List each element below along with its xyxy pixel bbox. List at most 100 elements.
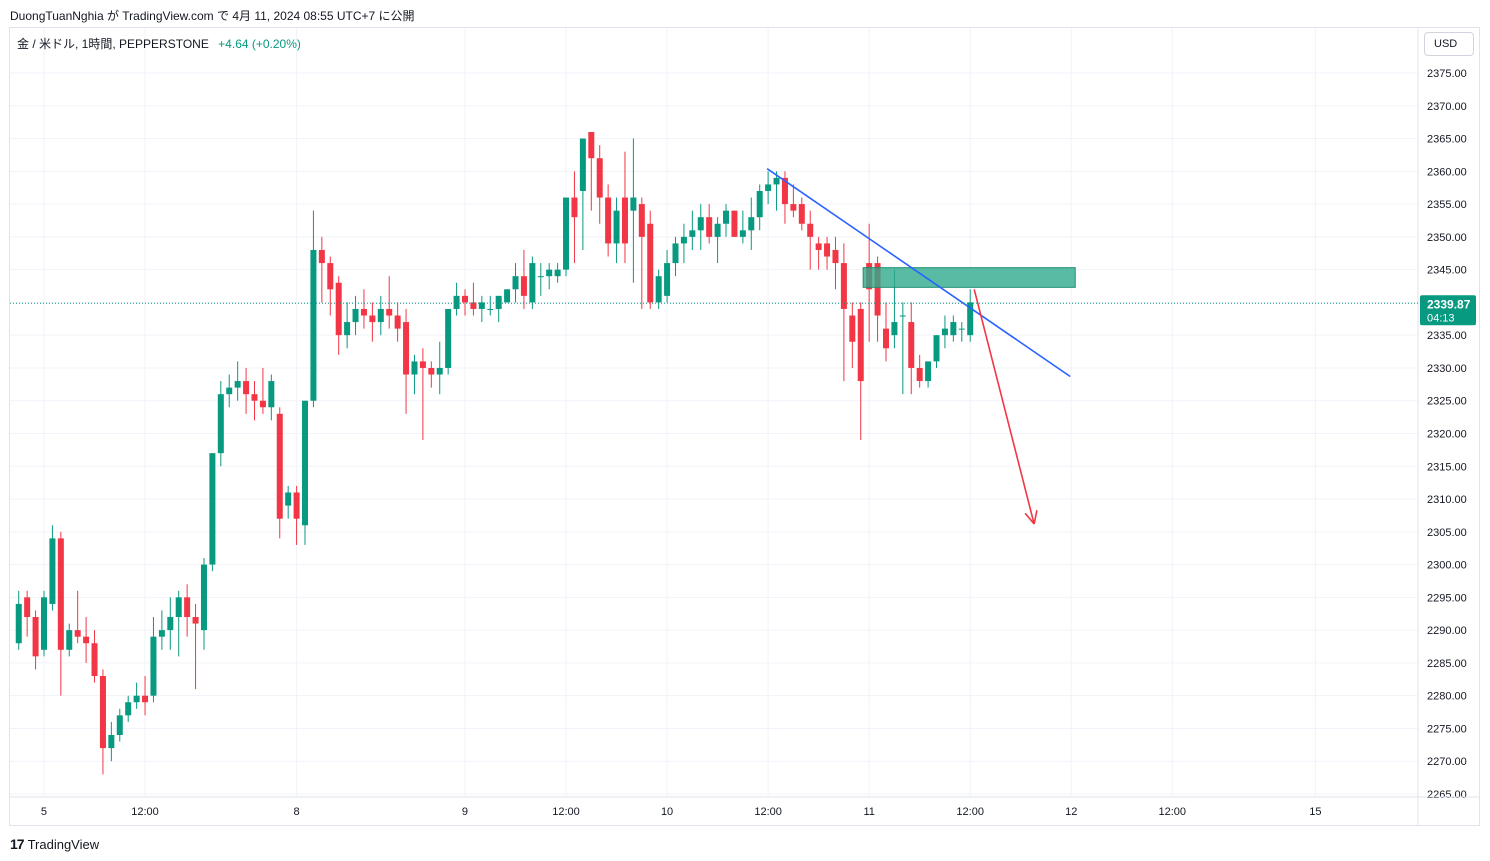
candle-body (470, 302, 477, 309)
candle-body (731, 210, 738, 237)
change-value: +4.64 (+0.20%) (218, 37, 301, 51)
candle-body (739, 230, 746, 237)
candle-body (504, 289, 511, 303)
candle-body (377, 308, 384, 323)
price-axis[interactable]: 2375.00 2370.00 2365.00 2360.00 2355.00 2350.… (1417, 28, 1467, 826)
candle-body (445, 308, 452, 368)
x-tick-label: 12:00 (552, 806, 580, 818)
candle-body (756, 190, 763, 218)
candle-body (723, 210, 730, 224)
candle-body (234, 381, 241, 388)
candle-body (916, 367, 923, 382)
candle-body (352, 308, 359, 323)
candle-body (66, 630, 73, 650)
candle-body (579, 138, 586, 191)
y-tick-label: 2290.00 (1427, 625, 1467, 637)
candle-body (596, 158, 603, 198)
candle-body (217, 394, 224, 454)
candle-body (167, 617, 174, 631)
y-tick-label: 2345.00 (1427, 265, 1467, 277)
candle-body (520, 276, 527, 296)
chart-frame (9, 27, 1480, 826)
candles (15, 131, 974, 775)
candle-body (849, 315, 856, 342)
y-tick-label: 2335.00 (1427, 330, 1467, 342)
candle-body (478, 302, 485, 309)
candle-body (209, 453, 216, 565)
bar-countdown: 04:13 (1427, 312, 1455, 324)
candle-body (882, 328, 889, 349)
y-tick-label: 2300.00 (1427, 560, 1467, 572)
candle-body (428, 367, 435, 375)
candle-body (293, 492, 300, 519)
candle-body (83, 636, 90, 644)
candle-body (621, 197, 628, 244)
down-arrow-head (1024, 512, 1035, 525)
candle-body (832, 249, 839, 264)
y-tick-label: 2280.00 (1427, 691, 1467, 703)
time-axis[interactable]: 5 12:00 8 9 12:00 10 12:00 11 12:00 12 12:00 15 (10, 796, 1480, 818)
symbol-label[interactable]: 金 / 米ドル, 1時間, PEPPERSTONE (17, 37, 209, 51)
candle-body (495, 295, 502, 309)
grid-lines (10, 28, 1418, 796)
candle-body (276, 413, 283, 519)
candle-body (74, 630, 81, 637)
y-tick-label: 2365.00 (1427, 134, 1467, 146)
candle-body (748, 217, 755, 231)
publisher-line: DuongTuanNghia が TradingView.com で 4月 11… (10, 9, 415, 23)
candle-body (49, 538, 56, 604)
candle-body (891, 322, 898, 336)
y-tick-label: 2275.00 (1427, 723, 1467, 735)
candle-body (781, 177, 788, 205)
candle-body (655, 276, 662, 303)
candle-body (950, 322, 957, 336)
candle-body (630, 197, 637, 211)
candle-body (15, 603, 22, 644)
x-tick-label: 8 (294, 806, 300, 818)
candle-body (512, 276, 519, 290)
down-arrow-head (1033, 510, 1038, 525)
x-tick-label: 10 (661, 806, 673, 818)
y-tick-label: 2370.00 (1427, 101, 1467, 113)
candle-body (403, 322, 410, 375)
currency-button[interactable]: USD (1424, 32, 1474, 56)
x-tick-label: 12:00 (1159, 806, 1187, 818)
candle-body (268, 381, 275, 408)
candle-body (613, 210, 620, 244)
x-tick-label: 5 (41, 806, 47, 818)
candle-body (840, 263, 847, 309)
candle-body (958, 328, 965, 330)
candle-body (302, 400, 309, 526)
candle-body (765, 184, 772, 191)
candle-body (243, 381, 250, 395)
candle-body (908, 322, 915, 368)
candle-body (588, 131, 595, 159)
y-tick-label: 2325.00 (1427, 396, 1467, 408)
candle-body (874, 263, 881, 316)
candle-body (537, 276, 544, 278)
drawings[interactable] (766, 168, 1076, 525)
x-tick-label: 12 (1065, 806, 1077, 818)
candle-body (318, 249, 325, 264)
y-tick-label: 2320.00 (1427, 429, 1467, 441)
y-tick-label: 2265.00 (1427, 789, 1467, 801)
x-tick-label: 12:00 (754, 806, 782, 818)
candle-body (369, 315, 376, 323)
candle-body (824, 243, 831, 257)
y-tick-label: 2305.00 (1427, 527, 1467, 539)
candle-body (689, 230, 696, 237)
candle-body (125, 702, 132, 716)
resistance-zone (862, 267, 1076, 288)
tradingview-logo[interactable]: 17 TradingView (10, 836, 99, 852)
symbol-legend[interactable]: 金 / 米ドル, 1時間, PEPPERSTONE +4.64 (+0.20%) (17, 35, 301, 52)
candle-body (24, 597, 31, 618)
x-tick-label: 9 (462, 806, 468, 818)
candle-body (680, 236, 687, 244)
y-tick-label: 2270.00 (1427, 756, 1467, 768)
candle-body (697, 217, 704, 231)
candle-body (461, 295, 468, 303)
x-tick-label: 15 (1309, 806, 1321, 818)
y-tick-label: 2360.00 (1427, 166, 1467, 178)
